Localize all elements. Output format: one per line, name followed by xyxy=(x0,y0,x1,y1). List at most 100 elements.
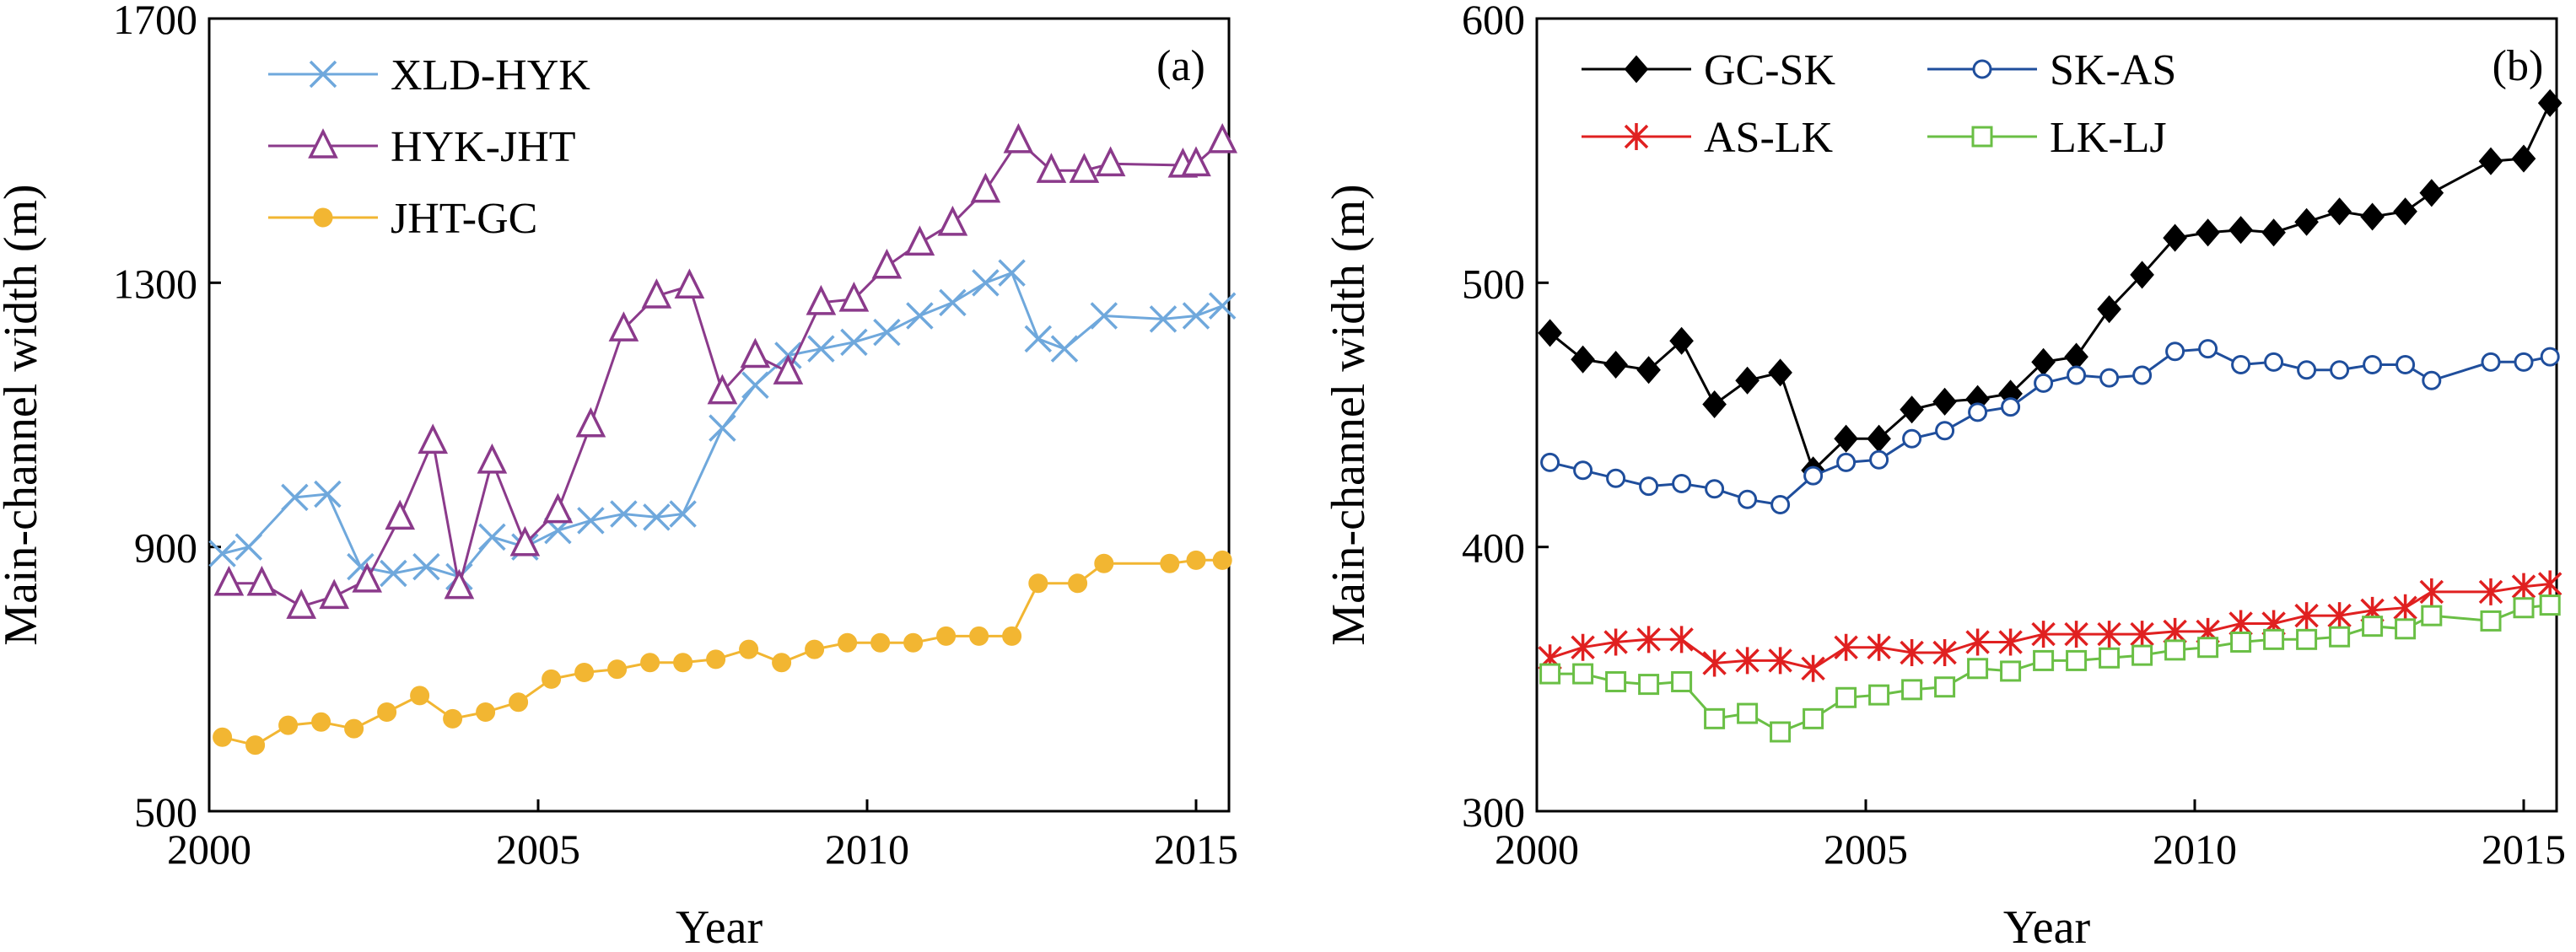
data-point xyxy=(1672,473,1692,493)
data-point xyxy=(1738,489,1758,509)
data-point xyxy=(1669,326,1694,355)
data-point xyxy=(2537,89,2563,117)
data-point xyxy=(2480,610,2502,632)
data-point xyxy=(2514,352,2534,372)
data-point xyxy=(1901,679,1923,701)
data-point xyxy=(939,288,967,317)
y-tick-label: 900 xyxy=(134,524,197,572)
data-point xyxy=(509,692,529,713)
data-point xyxy=(807,335,835,363)
data-point xyxy=(1702,649,1727,677)
legend-marker xyxy=(1624,123,1649,150)
data-point xyxy=(2296,628,2318,650)
data-point xyxy=(706,649,726,670)
data-point xyxy=(1573,460,1593,481)
series-line xyxy=(229,138,1224,608)
data-point xyxy=(970,172,1001,203)
plot-area-frame xyxy=(1535,17,2558,813)
legend-marker xyxy=(1624,55,1649,83)
data-point xyxy=(1768,647,1792,675)
data-point xyxy=(1867,633,1891,661)
data-point xyxy=(1737,702,1759,724)
legend-marker xyxy=(1972,59,1992,79)
x-tick-label: 2015 xyxy=(2482,826,2566,873)
y-tick-label: 500 xyxy=(1462,260,1525,307)
y-tick-label: 600 xyxy=(1462,0,1525,43)
data-point xyxy=(2132,365,2153,385)
plot-area-frame xyxy=(207,17,1231,813)
data-point xyxy=(443,708,463,729)
data-point xyxy=(2261,218,2286,247)
data-point xyxy=(2034,373,2054,393)
data-point xyxy=(871,248,903,279)
data-point xyxy=(2294,602,2319,630)
data-point xyxy=(2537,570,2563,598)
legend-item: LK-LJ xyxy=(1927,114,2167,162)
data-point xyxy=(2294,207,2319,236)
data-point xyxy=(607,659,628,680)
legend-marker xyxy=(309,60,337,89)
data-point xyxy=(2360,202,2385,231)
data-point xyxy=(234,533,263,561)
data-point xyxy=(1068,573,1088,594)
data-point xyxy=(542,492,574,524)
data-point xyxy=(2540,347,2560,367)
data-point xyxy=(1002,626,1022,646)
legend-item: AS-LK xyxy=(1582,114,1834,162)
data-point xyxy=(707,374,738,405)
legend-item: SK-AS xyxy=(1927,46,2176,94)
data-point xyxy=(1540,452,1560,472)
data-point xyxy=(1207,123,1238,153)
series-XLD-HYK xyxy=(208,259,1237,591)
data-point xyxy=(2393,197,2417,226)
data-point xyxy=(669,500,697,528)
y-tick-label: 400 xyxy=(1462,524,1525,572)
data-point xyxy=(281,483,309,512)
data-point xyxy=(773,354,804,385)
legend-label: GC-SK xyxy=(1704,46,1835,94)
data-point xyxy=(2228,216,2253,245)
data-point xyxy=(1638,674,1660,696)
data-point xyxy=(2001,397,2021,417)
data-point xyxy=(286,589,317,619)
data-point xyxy=(1028,573,1048,594)
data-point xyxy=(2097,295,2121,324)
data-point xyxy=(2395,618,2417,640)
series-SK-AS xyxy=(1540,339,2560,515)
data-point xyxy=(1836,452,1857,472)
series-LK-LJ xyxy=(1539,594,2561,743)
data-point xyxy=(1572,663,1594,685)
data-point xyxy=(805,639,825,659)
data-point xyxy=(1003,123,1034,153)
data-point xyxy=(2066,649,2088,671)
data-point xyxy=(1835,686,1857,708)
data-point xyxy=(1768,358,1792,387)
x-axis-label: Year xyxy=(2003,901,2091,952)
data-point xyxy=(969,626,989,646)
data-point xyxy=(1967,658,1989,680)
data-point xyxy=(1639,476,1659,497)
data-point xyxy=(1160,553,1180,573)
data-point xyxy=(1803,707,1824,729)
data-point xyxy=(575,406,606,438)
y-axis-label: Main-channel width (m) xyxy=(1323,184,1375,645)
data-point xyxy=(314,480,342,508)
data-point xyxy=(1803,465,1824,486)
legend: XLD-HYK HYK-JHT JHT-GC xyxy=(268,51,590,243)
data-point xyxy=(2513,597,2535,619)
data-point xyxy=(2419,578,2444,605)
data-point xyxy=(344,718,364,739)
data-point xyxy=(1669,626,1694,653)
data-point xyxy=(608,311,639,342)
series-JHT-GC xyxy=(213,550,1232,756)
data-point xyxy=(873,318,901,347)
data-point xyxy=(380,559,407,588)
data-point xyxy=(574,663,595,682)
data-point xyxy=(509,525,541,557)
data-point xyxy=(1208,292,1237,320)
data-point xyxy=(2421,605,2443,627)
data-point xyxy=(2327,197,2352,226)
data-point xyxy=(1671,670,1693,692)
data-point xyxy=(1998,628,2023,656)
data-point xyxy=(1900,639,1924,666)
